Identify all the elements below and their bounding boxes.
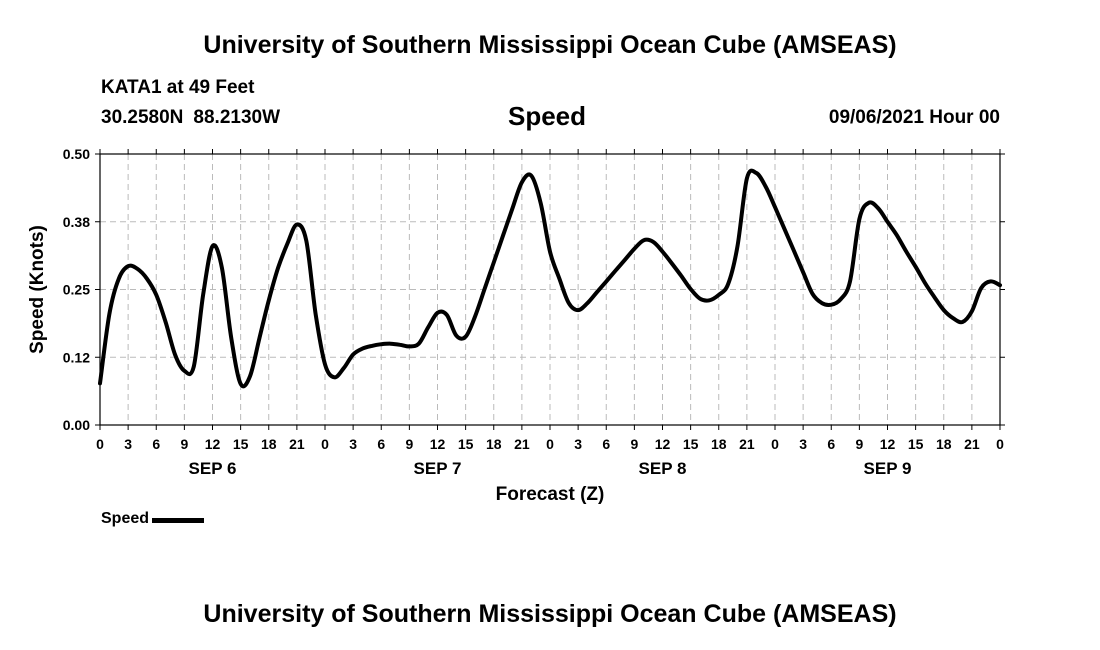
legend: Speed	[101, 510, 205, 528]
x-tick-label: 3	[349, 436, 357, 452]
x-tick-label: 6	[377, 436, 385, 452]
x-tick-label: 21	[289, 436, 305, 452]
x-tick-label: 21	[964, 436, 980, 452]
x-tick-label: 0	[321, 436, 329, 452]
series-line-speed	[98, 168, 1002, 389]
x-tick-label: 15	[458, 436, 474, 452]
x-tick-label: 3	[574, 436, 582, 452]
x-tick-label: 6	[827, 436, 835, 452]
x-day-label: SEP 6	[189, 459, 237, 478]
x-tick-label: 12	[880, 436, 896, 452]
x-tick-label: 18	[936, 436, 952, 452]
station-latitude: 30.2580N	[101, 107, 184, 128]
x-tick-label: 0	[546, 436, 554, 452]
y-tick-label: 0.25	[63, 282, 90, 298]
x-tick-label: 12	[655, 436, 671, 452]
x-tick-label: 15	[233, 436, 249, 452]
plot-frame	[99, 153, 1001, 426]
axis-ticks	[95, 149, 1005, 430]
station-longitude: 88.2130W	[193, 107, 281, 128]
x-tick-label: 18	[261, 436, 277, 452]
x-tick-label: 15	[683, 436, 699, 452]
forecast-date: 09/06/2021 Hour 00	[828, 107, 1000, 128]
station-name: KATA1 at 49 Feet	[101, 77, 255, 98]
x-tick-label: 12	[205, 436, 221, 452]
y-axis-label: Speed (Knots)	[27, 225, 48, 354]
x-tick-label: 6	[602, 436, 610, 452]
x-tick-label: 3	[799, 436, 807, 452]
x-tick-label: 0	[96, 436, 104, 452]
y-tick-label: 0.12	[63, 349, 90, 365]
legend-swatch	[152, 518, 205, 523]
x-day-label: SEP 8	[639, 459, 687, 478]
x-tick-label: 0	[771, 436, 779, 452]
x-tick-label: 18	[711, 436, 727, 452]
chart-main-title: University of Southern Mississippi Ocean…	[203, 31, 897, 59]
axis-labels: 0 3 6 9 12 15 18 21 0 3 6 9 12 15 18 21 0 3 6 9 12 15 18 21 0 3 6 9…	[27, 146, 1004, 505]
x-tick-label: 18	[486, 436, 502, 452]
footer-title: University of Southern Mississippi Ocean…	[203, 600, 897, 628]
y-tick-label: 0.50	[63, 146, 90, 162]
y-tick-label: 0.38	[63, 214, 90, 230]
station-coordinates: 30.2580N 88.2130W	[101, 107, 290, 129]
x-tick-label: 9	[630, 436, 638, 452]
x-tick-label: 9	[855, 436, 863, 452]
x-day-label: SEP 9	[864, 459, 912, 478]
x-tick-label: 12	[430, 436, 446, 452]
x-tick-label: 21	[514, 436, 530, 452]
x-tick-label: 9	[405, 436, 413, 452]
series-layer	[98, 168, 1002, 389]
x-tick-label: 0	[996, 436, 1004, 452]
x-tick-label: 3	[124, 436, 132, 452]
y-tick-label: 0.00	[63, 417, 90, 433]
chart-title: Speed	[508, 101, 587, 131]
x-axis-label: Forecast (Z)	[496, 484, 605, 505]
x-tick-label: 21	[739, 436, 755, 452]
x-tick-label: 9	[180, 436, 188, 452]
x-tick-label: 15	[908, 436, 924, 452]
x-day-label: SEP 7	[414, 459, 462, 478]
x-tick-label: 6	[152, 436, 160, 452]
legend-label: Speed	[101, 510, 150, 527]
grid-lines	[100, 154, 1000, 425]
